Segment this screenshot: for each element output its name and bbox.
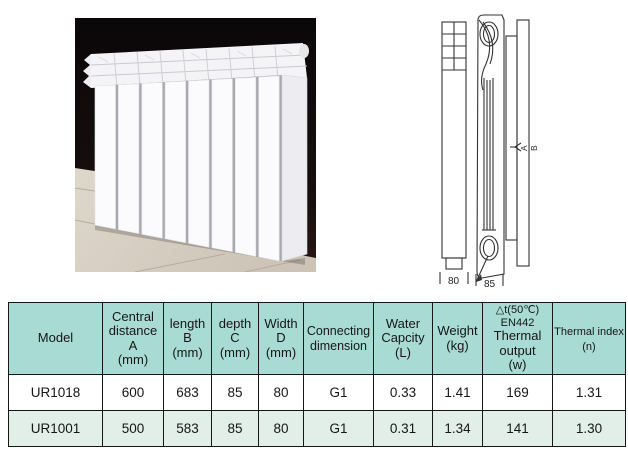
cell-length: 583 <box>163 410 212 447</box>
cell-central-distance: 600 <box>102 374 164 411</box>
diagram-labels: 80 85 A B <box>448 145 539 290</box>
col-header-thermal-index: Thermal index (n) <box>552 302 626 375</box>
cell-model: UR1001 <box>8 410 103 447</box>
cell-depth: 85 <box>211 374 259 411</box>
cell-width: 80 <box>258 374 304 411</box>
col-header-connecting-dimension: Connecting dimension <box>303 302 374 375</box>
col-header-thermal-output: △t(50℃) EN442 Thermal output (w) <box>482 302 553 375</box>
radiator-diagram: 80 85 A B <box>426 6 576 292</box>
col-header-weight-label: Weight (kg) <box>437 323 478 353</box>
diagram-dim-80-label: 80 <box>448 276 460 287</box>
diagram-front-view <box>439 21 469 284</box>
col-header-length: length B (mm) <box>163 302 212 375</box>
leader-arrowhead <box>476 274 482 282</box>
table-row-ur1001: UR1001 500 583 85 80 G1 0.31 1.34 141 1.… <box>8 410 626 447</box>
radiator-photo <box>74 18 316 273</box>
spec-table: Model Central distance A (mm) length B (… <box>8 302 626 447</box>
cell-thermal-index: 1.31 <box>552 374 626 411</box>
col-header-water-capacity: Water Capcity (L) <box>373 302 433 375</box>
col-header-length-label: length B (mm) <box>169 315 206 360</box>
cell-weight: 1.41 <box>432 374 483 411</box>
radiator-art <box>83 43 309 265</box>
col-header-thermal-output-label: Thermal output (w) <box>493 328 542 373</box>
cell-connecting-dimension: G1 <box>303 410 374 447</box>
cell-connecting-dimension: G1 <box>303 374 374 411</box>
col-header-depth-label: depth C (mm) <box>218 315 252 360</box>
col-header-weight: Weight (kg) <box>432 302 483 375</box>
cell-water-capacity: 0.33 <box>373 374 433 411</box>
col-header-model-label: Model <box>37 330 74 346</box>
radiator-photo-art <box>74 18 316 273</box>
cell-thermal-index: 1.30 <box>552 410 626 447</box>
diagram-dim-b-label: B <box>529 145 539 151</box>
spec-table-header: Model Central distance A (mm) length B (… <box>8 302 626 375</box>
cell-weight: 1.34 <box>432 410 483 447</box>
radiator-diagram-art: 80 85 A B <box>439 14 539 290</box>
col-header-connecting-dimension-label: Connecting dimension <box>306 324 371 353</box>
col-header-model: Model <box>8 302 103 375</box>
col-header-width-label: Width D (mm) <box>264 315 298 360</box>
cell-length: 683 <box>163 374 212 411</box>
col-header-depth: depth C (mm) <box>211 302 259 375</box>
col-header-thermal-index-label: Thermal index (n) <box>554 325 624 353</box>
col-header-thermal-output-condition: △t(50℃) EN442 <box>495 304 540 329</box>
col-header-water-capacity-label: Water Capcity (L) <box>381 315 425 360</box>
cell-thermal-output: 141 <box>482 410 553 447</box>
table-row-ur1018: UR1018 600 683 85 80 G1 0.33 1.41 169 1.… <box>8 374 626 411</box>
diagram-dim-a-label: A <box>519 145 529 151</box>
diagram-dim-85-label: 85 <box>484 279 496 290</box>
cell-water-capacity: 0.31 <box>373 410 433 447</box>
cell-model: UR1018 <box>8 374 103 411</box>
cell-depth: 85 <box>211 410 259 447</box>
cell-width: 80 <box>258 410 304 447</box>
cell-central-distance: 500 <box>102 410 164 447</box>
col-header-width: Width D (mm) <box>258 302 304 375</box>
col-header-central-distance-label: Central distance A (mm) <box>108 308 158 367</box>
col-header-central-distance: Central distance A (mm) <box>102 302 164 375</box>
cell-thermal-output: 169 <box>482 374 553 411</box>
diagram-side-view <box>475 14 530 286</box>
